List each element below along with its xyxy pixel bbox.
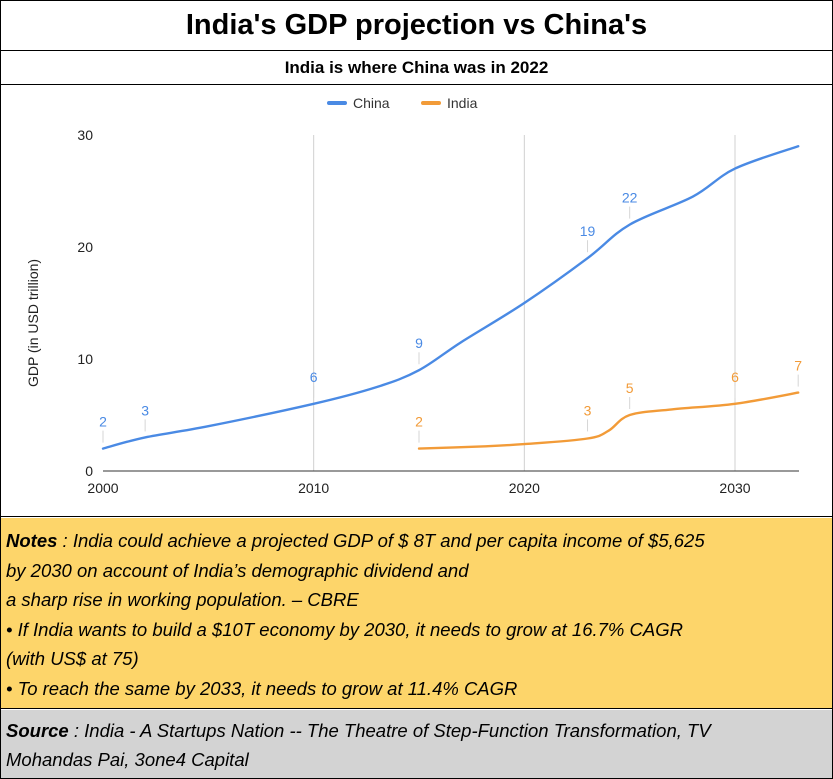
y-axis-label: GDP (in USD trillion) [25, 259, 41, 387]
y-tick-label: 0 [85, 463, 93, 479]
notes-line-3: a sharp rise in working population. – CB… [6, 589, 359, 610]
data-label-china: 9 [415, 335, 423, 351]
x-tick-label: 2000 [87, 480, 118, 496]
notes-text-1: : India could achieve a projected GDP of… [57, 530, 705, 551]
notes-label: Notes [6, 530, 58, 551]
source-line-1: Source : India - A Startups Nation -- Th… [6, 716, 827, 745]
notes-line-5: (with US$ at 75) [6, 648, 139, 669]
page-subtitle: India is where China was in 2022 [1, 51, 832, 85]
legend-label-india: India [447, 95, 478, 111]
source-panel: Source : India - A Startups Nation -- Th… [1, 710, 832, 778]
notes-line-4: • If India wants to build a $10T economy… [6, 618, 683, 640]
x-tick-label: 2030 [719, 480, 750, 496]
legend-label-china: China [353, 95, 390, 111]
x-tick-label: 2010 [298, 480, 329, 496]
data-label-china: 2 [99, 414, 107, 430]
page-title: India's GDP projection vs China's [1, 1, 832, 51]
data-label-india: 3 [584, 402, 592, 418]
data-label-india: 2 [415, 414, 423, 430]
data-label-china: 3 [141, 402, 149, 418]
data-label-china: 6 [310, 369, 318, 385]
chart-area: 2000 2010 2020 2030 0 10 20 30 GDP (in USD trill… [1, 85, 832, 517]
data-label-china: 22 [622, 190, 638, 206]
y-tick-label: 10 [77, 351, 93, 367]
data-label-india: 6 [731, 369, 739, 385]
data-label-china: 19 [580, 223, 596, 239]
x-tick-label: 2020 [509, 480, 540, 496]
data-label-india: 7 [794, 358, 802, 374]
notes-line-6: • To reach the same by 2033, it needs to… [6, 677, 518, 699]
data-label-india: 5 [626, 380, 634, 396]
notes-line-1: Notes : India could achieve a projected … [6, 526, 827, 556]
y-tick-label: 30 [77, 127, 93, 143]
series-line-india [417, 391, 800, 450]
notes-line-2: by 2030 on account of India’s demographi… [6, 559, 469, 581]
series-line-china [101, 145, 800, 450]
source-text-1: : India - A Startups Nation -- The Theat… [68, 720, 711, 741]
notes-panel: Notes : India could achieve a projected … [1, 518, 832, 709]
source-label: Source [6, 720, 69, 741]
y-tick-label: 20 [77, 239, 93, 255]
source-line-2: Mohandas Pai, 3one4 Capital [6, 749, 249, 770]
